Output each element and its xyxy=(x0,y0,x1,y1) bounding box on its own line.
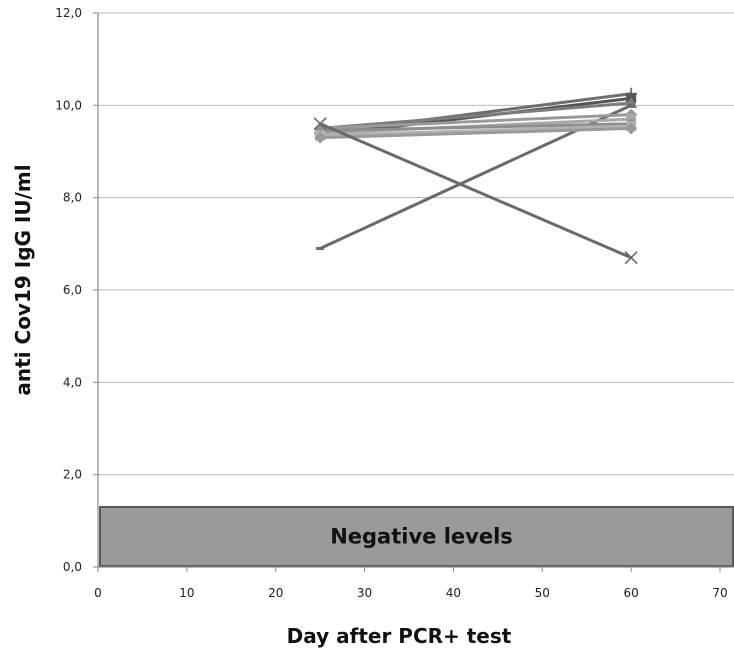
data-point xyxy=(626,114,637,125)
y-axis-title: anti Cov19 IgG IU/ml xyxy=(11,164,35,395)
series-10 xyxy=(313,117,638,265)
x-axis-title: Day after PCR+ test xyxy=(287,624,512,648)
x-tick-label: 20 xyxy=(268,586,283,600)
series-line xyxy=(318,122,633,133)
negative-levels-rect xyxy=(99,505,734,568)
x-tick-label: 30 xyxy=(357,586,372,600)
data-point xyxy=(313,117,327,131)
negative-levels-label: Negative levels xyxy=(330,524,513,548)
y-tick-label: 0,0 xyxy=(63,560,82,574)
x-tick-label: 70 xyxy=(712,586,727,600)
y-tick-label: 6,0 xyxy=(63,283,82,297)
x-tick-label: 50 xyxy=(535,586,550,600)
y-tick-label: 12,0 xyxy=(55,6,82,20)
y-tick-label: 2,0 xyxy=(63,468,82,482)
data-point xyxy=(624,251,638,265)
x-tick-label: 40 xyxy=(446,586,461,600)
series-9 xyxy=(314,122,638,144)
data-point xyxy=(625,122,638,135)
y-tick-label: 10,0 xyxy=(55,98,82,112)
x-tick-label: 0 xyxy=(94,586,102,600)
series-line xyxy=(318,113,633,130)
data-series xyxy=(313,87,638,265)
gridlines xyxy=(98,12,734,476)
series-line xyxy=(318,122,633,260)
y-tick-labels: 0,0 2,0 4,0 6,0 8,0 10,0 12,0 xyxy=(55,6,98,574)
x-tick-label: 10 xyxy=(179,586,194,600)
series-line xyxy=(318,126,633,140)
series-line xyxy=(318,101,633,130)
negative-levels-band: Negative levels xyxy=(99,505,734,568)
series-line xyxy=(318,124,633,137)
data-point xyxy=(314,131,327,144)
x-tick-labels: 0 10 20 30 40 50 60 70 xyxy=(94,567,728,600)
x-tick-label: 60 xyxy=(624,586,639,600)
y-tick-label: 8,0 xyxy=(63,191,82,205)
y-tick-label: 4,0 xyxy=(63,375,82,389)
